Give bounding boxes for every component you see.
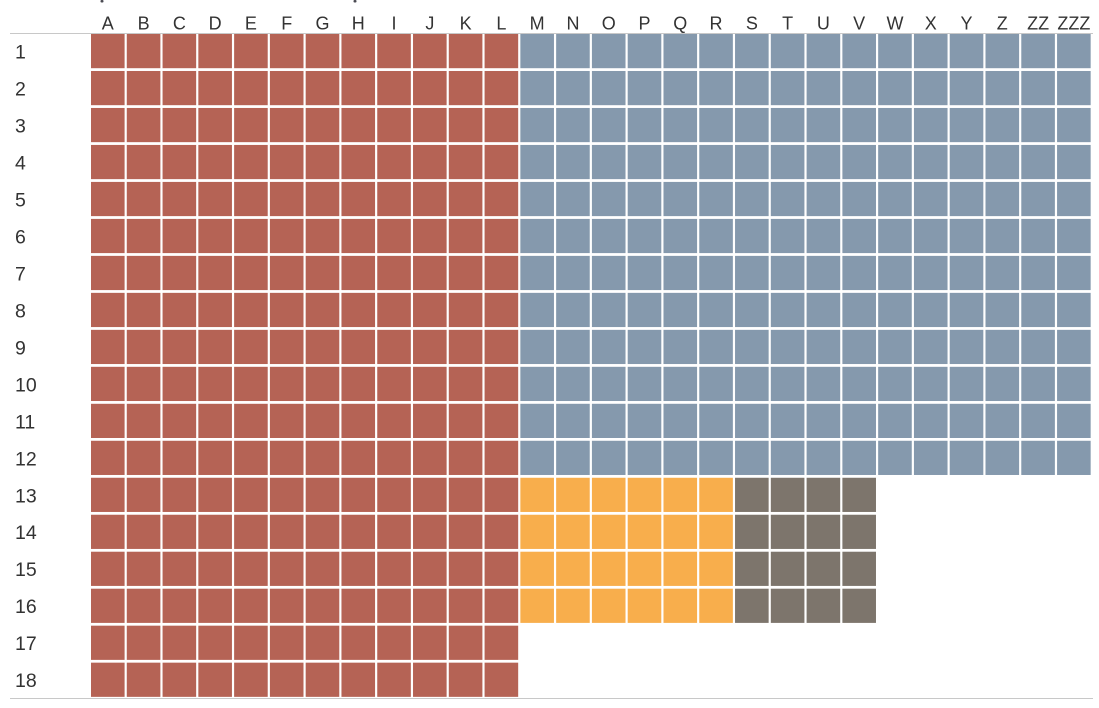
- svg-text:A: A: [102, 14, 114, 34]
- svg-text:Y: Y: [961, 14, 973, 34]
- svg-text:10: 10: [15, 374, 37, 396]
- svg-text:D: D: [209, 14, 222, 34]
- svg-text:8: 8: [15, 300, 26, 322]
- svg-text:ZZZ: ZZZ: [1057, 14, 1090, 34]
- svg-text:1: 1: [15, 42, 26, 64]
- svg-text:16: 16: [15, 596, 37, 618]
- svg-text:ZZ: ZZ: [1027, 14, 1049, 34]
- svg-text:T: T: [782, 14, 793, 34]
- svg-text:C: C: [173, 14, 186, 34]
- svg-text:U: U: [817, 14, 830, 34]
- svg-text:13: 13: [15, 485, 37, 507]
- svg-text:E: E: [245, 14, 257, 34]
- svg-text:X: X: [925, 14, 937, 34]
- svg-text:Z: Z: [997, 14, 1008, 34]
- svg-text:F: F: [281, 14, 292, 34]
- svg-text:S: S: [746, 14, 758, 34]
- svg-text:11: 11: [15, 411, 35, 433]
- svg-text:4: 4: [15, 152, 26, 174]
- svg-text:V: V: [853, 14, 865, 34]
- svg-text:2: 2: [15, 78, 26, 100]
- svg-text:6: 6: [15, 226, 26, 248]
- svg-text:L: L: [496, 14, 506, 34]
- svg-text:P: P: [638, 14, 650, 34]
- svg-text:N: N: [566, 14, 579, 34]
- svg-text:R: R: [710, 14, 723, 34]
- svg-text:3: 3: [15, 115, 26, 137]
- svg-text:18: 18: [15, 670, 37, 692]
- svg-text:9: 9: [15, 337, 26, 359]
- svg-text:K: K: [460, 14, 472, 34]
- svg-text:5: 5: [15, 189, 26, 211]
- svg-text:15: 15: [15, 559, 37, 581]
- svg-text:M: M: [530, 14, 545, 34]
- svg-text:12: 12: [15, 448, 37, 470]
- svg-text:J: J: [425, 14, 434, 34]
- svg-text:17: 17: [15, 633, 37, 655]
- svg-text:14: 14: [15, 522, 37, 544]
- svg-text:7: 7: [15, 263, 26, 285]
- svg-text:H: H: [352, 14, 365, 34]
- svg-text:B: B: [138, 14, 150, 34]
- svg-text:W: W: [886, 14, 903, 34]
- svg-text:G: G: [315, 14, 329, 34]
- svg-text:O: O: [602, 14, 616, 34]
- svg-text:Q: Q: [673, 14, 687, 34]
- svg-text:I: I: [392, 14, 397, 34]
